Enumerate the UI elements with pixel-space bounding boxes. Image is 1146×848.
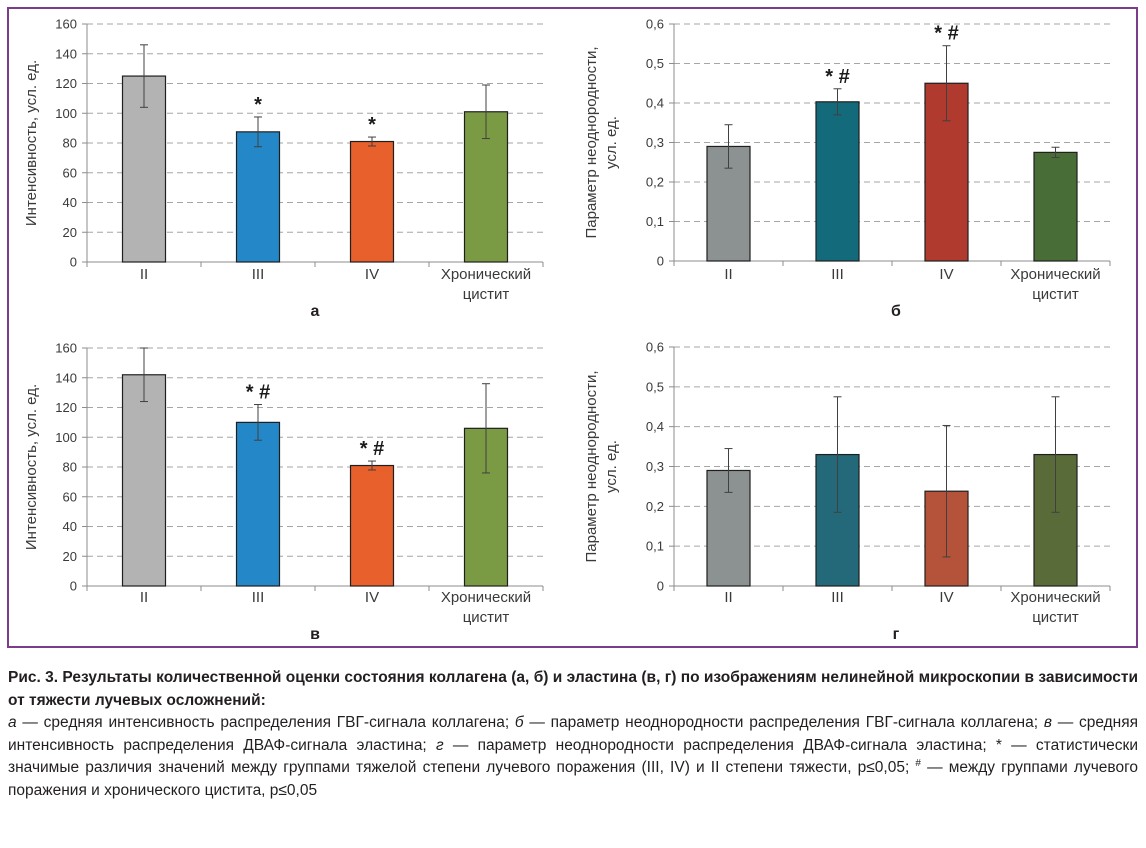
y-tick-label: 20 [63,225,77,240]
chart-panel-g: 0 0,1 0,2 0,3 0,4 0,5 0,6 II III IV Хронический цис… [583,340,1111,643]
y-tick-label: 0 [70,255,77,270]
caption-text-a: — средняя интенсивность распределения ГВ… [16,714,515,731]
bar [815,101,860,262]
category-label: II [724,266,732,283]
y-tick-label: 20 [63,549,77,564]
y-tick-label: 0,1 [646,539,664,554]
y-tick-label: 0,1 [646,214,664,229]
y-axis-label: усл. ед. [603,440,620,493]
category-label: цистит [463,286,510,303]
category-label: II [140,266,148,283]
y-axis-label: Параметр неоднородности, [583,46,600,238]
significance-marker: * # [246,382,270,404]
category-label: IV [939,589,953,606]
y-tick-label: 160 [55,341,77,356]
category-label: Хронический [441,266,531,283]
category-label: IV [939,266,953,283]
y-tick-label: 0,6 [646,340,664,355]
y-axis-label: Параметр неоднородности, [583,370,600,562]
y-tick-label: 60 [63,489,77,504]
category-label: III [831,589,844,606]
category-label: III [831,266,844,283]
significance-marker: * # [825,66,849,88]
y-tick-label: 0,3 [646,459,664,474]
caption-text-g: — параметр неоднородности распределения … [8,736,1138,777]
category-label: цистит [1032,286,1079,303]
chart-panel-a: 0 20 40 60 80 100 120 140 160 II * III * IV Хронически… [0,0,1146,330]
y-tick-label: 120 [55,400,77,415]
bar [924,82,969,262]
significance-marker: * [254,94,262,116]
bar [235,131,281,263]
y-tick-label: 0 [657,254,664,269]
y-tick-label: 160 [55,17,77,32]
caption-text-end: — между группами лучевого поражения и хр… [8,759,1138,799]
y-tick-label: 0 [70,579,77,594]
category-label: Хронический [1010,266,1100,283]
caption-label-b: б [514,714,524,731]
panel-label: б [891,303,901,320]
category-label: цистит [463,609,510,626]
chart-panel-v: 0 20 40 60 80 100 120 140 160 II * # III * # IV Хронич… [23,341,544,643]
y-axis-label: Интенсивность, усл. ед. [23,60,40,226]
chart-panel-b: 0 0,1 0,2 0,3 0,4 0,5 0,6 II * # III * # IV Хроничес… [0,0,1146,330]
y-axis-label: усл. ед. [603,116,620,169]
y-tick-label: 40 [63,519,77,534]
y-tick-label: 100 [55,430,77,445]
y-tick-label: 100 [55,106,77,121]
bar [121,374,167,587]
y-tick-label: 0,5 [646,56,664,71]
category-label: II [140,589,148,606]
category-label: цистит [1032,609,1079,626]
category-label: III [252,589,265,606]
y-tick-label: 0,6 [646,17,664,32]
y-tick-label: 0 [657,579,664,594]
significance-marker: * # [934,23,958,45]
category-label: Хронический [1010,589,1100,606]
y-axis-label: Интенсивность, усл. ед. [23,384,40,550]
category-label: II [724,589,732,606]
y-tick-label: 0,5 [646,379,664,394]
y-tick-label: 40 [63,195,77,210]
caption-text-v: — средняя интенсивность распределения ДВ… [8,714,1139,754]
caption-text-b: — параметр неоднородности распределения … [523,714,1044,731]
figure-caption: Рис. 3. Результаты количественной оценки… [8,667,1138,802]
bar [706,145,751,262]
panel-label: в [310,626,320,643]
bar [349,464,395,587]
panel-label: а [311,303,320,320]
y-tick-label: 0,2 [646,499,664,514]
category-label: III [252,266,265,283]
bar [235,421,281,587]
caption-label-v: в [1043,714,1052,731]
y-tick-label: 0,4 [646,419,664,434]
panel-label: г [893,626,900,643]
y-tick-label: 120 [55,76,77,91]
category-label: IV [365,266,379,283]
y-tick-label: 60 [63,165,77,180]
y-tick-label: 80 [63,460,77,475]
caption-title: Рис. 3. Результаты количественной оценки… [8,669,1138,709]
caption-hash: # [915,757,921,769]
caption-label-g: г [436,736,444,754]
category-label: IV [365,589,379,606]
y-tick-label: 140 [55,370,77,385]
category-label: Хронический [441,589,531,606]
y-tick-label: 0,3 [646,135,664,150]
significance-marker: * # [360,438,384,460]
caption-label-a: а [8,714,17,731]
y-tick-label: 140 [55,46,77,61]
significance-marker: * [368,114,376,136]
y-tick-label: 80 [63,136,77,151]
y-tick-label: 0,2 [646,175,664,190]
y-tick-label: 0,4 [646,96,664,111]
bar [1033,151,1078,262]
